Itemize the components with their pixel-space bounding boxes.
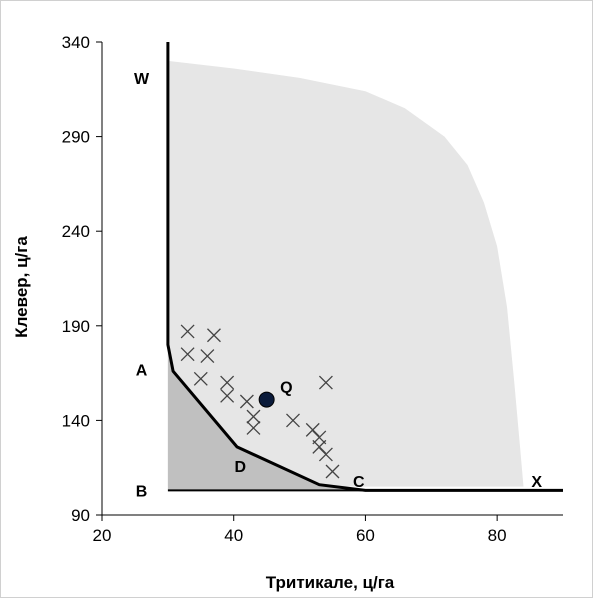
annotation-label-a: A <box>136 362 148 379</box>
annotation-label-c: C <box>353 474 365 491</box>
observation-cross-stroke <box>180 324 195 339</box>
region-d <box>167 344 366 491</box>
observation-cross-stroke <box>325 464 340 479</box>
observation-point <box>180 324 195 339</box>
feasible-region <box>167 60 524 487</box>
observation-cross-stroke <box>206 328 221 343</box>
x-tick-label: 60 <box>356 526 375 545</box>
y-axis-title: Клевер, ц/га <box>12 236 31 338</box>
observation-point <box>246 421 261 435</box>
observation-point <box>206 328 221 343</box>
observation-point <box>318 375 333 390</box>
observation-cross-stroke <box>318 447 333 462</box>
y-tick-label: 340 <box>62 33 90 52</box>
annotation-label-b: B <box>136 483 148 500</box>
point-q-marker <box>258 391 275 408</box>
x-tick-label: 80 <box>488 526 507 545</box>
y-tick-label: 190 <box>62 317 90 336</box>
observation-point <box>305 422 320 437</box>
observation-point <box>325 464 340 479</box>
observation-point <box>246 409 261 424</box>
annotation-label-w: W <box>134 71 150 88</box>
observation-point <box>193 371 208 386</box>
observation-cross-stroke <box>193 371 208 386</box>
observation-point <box>200 349 215 364</box>
observation-cross-stroke <box>246 409 261 424</box>
observation-cross-stroke <box>246 421 261 435</box>
annotation-label-q: Q <box>280 379 292 396</box>
annotation-label-x: X <box>531 474 542 491</box>
y-tick-label: 290 <box>62 128 90 147</box>
observation-cross-stroke <box>312 439 327 454</box>
x-tick-label: 20 <box>93 526 112 545</box>
observation-point <box>312 439 327 454</box>
y-tick-label: 140 <box>62 411 90 430</box>
observation-point <box>180 347 195 362</box>
observation-cross-stroke <box>286 413 300 428</box>
x-tick-label: 40 <box>224 526 243 545</box>
observation-point <box>239 394 254 409</box>
observation-point <box>318 447 333 462</box>
observation-cross-stroke <box>180 347 195 362</box>
observation-cross-stroke <box>305 422 320 437</box>
observation-cross-stroke <box>200 349 215 364</box>
x-axis-title: Тритикале, ц/га <box>266 573 395 592</box>
observation-cross-stroke <box>318 375 333 390</box>
observation-point <box>220 375 235 390</box>
y-tick-label: 90 <box>71 506 90 525</box>
observation-cross-stroke <box>220 388 235 403</box>
observation-cross-stroke <box>220 375 235 390</box>
observation-point <box>220 388 235 403</box>
observation-cross-stroke <box>239 394 254 409</box>
observation-point <box>286 413 300 428</box>
y-tick-label: 240 <box>62 222 90 241</box>
annotation-label-d: D <box>235 459 247 476</box>
